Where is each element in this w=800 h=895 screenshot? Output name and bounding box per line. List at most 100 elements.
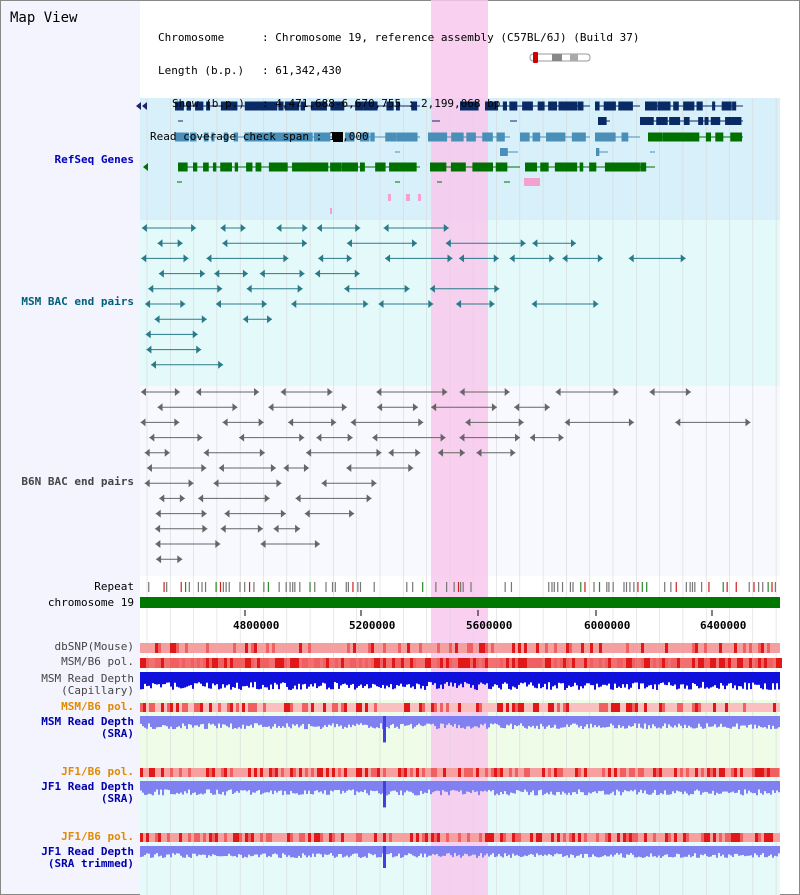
depth-bar [556, 672, 558, 689]
depth-bar [400, 781, 402, 791]
bac-end [456, 300, 462, 308]
heat-cell [674, 658, 677, 668]
heat-cell [263, 703, 266, 712]
heat-cell [617, 703, 620, 712]
heat-cell [185, 643, 188, 653]
depth-bar [388, 716, 390, 729]
depth-bar [778, 672, 780, 690]
repeat-element [548, 582, 550, 592]
depth-bar [604, 672, 606, 685]
depth-bar [752, 716, 754, 729]
bac-end [685, 388, 691, 396]
gene-exon [251, 101, 261, 111]
depth-bar [474, 716, 476, 727]
gene-exon [710, 117, 721, 125]
repeat-element [664, 582, 666, 592]
heat-cell [569, 833, 572, 842]
depth-bar [630, 716, 632, 727]
depth-bar [716, 846, 718, 858]
depth-bar [586, 781, 588, 796]
depth-bar [638, 781, 640, 793]
depth-bar [144, 781, 146, 795]
bac-end [593, 300, 599, 308]
gene-exon [557, 132, 566, 142]
depth-bar [148, 846, 150, 854]
bac-end [529, 433, 535, 442]
heat-cell [572, 658, 575, 668]
depth-bar [752, 781, 754, 794]
bac-end [491, 403, 497, 412]
depth-bar [418, 846, 420, 856]
depth-bar [580, 846, 582, 855]
depth-bar [684, 781, 686, 792]
depth-bar [372, 781, 374, 792]
depth-bar [278, 716, 280, 727]
heat-cell [608, 658, 611, 668]
depth-bar [550, 846, 552, 855]
heat-cell [206, 768, 209, 777]
depth-bar [618, 672, 620, 687]
heat-cell [230, 658, 233, 668]
depth-bar [420, 846, 422, 854]
heat-cell [320, 768, 323, 777]
bac-end [321, 479, 327, 488]
depth-bar [484, 672, 486, 685]
heat-cell [233, 643, 236, 653]
msm-bac-label[interactable]: MSM BAC end pairs [21, 295, 134, 308]
gene-exon [320, 132, 331, 142]
heat-cell [416, 833, 419, 842]
depth-bar [618, 781, 620, 792]
depth-bar [748, 846, 750, 856]
repeat-element [691, 582, 694, 592]
depth-bar [634, 781, 636, 790]
depth-bar [328, 672, 330, 688]
depth-bar [772, 781, 774, 791]
bac-end [259, 448, 265, 457]
depth-bar [218, 716, 220, 724]
depth-bar [522, 672, 524, 684]
depth-bar [392, 716, 394, 724]
depth-bar [548, 781, 550, 795]
depth-bar [478, 781, 480, 796]
depth-bar [564, 846, 566, 857]
depth-bar [234, 846, 236, 856]
depth-bar [410, 781, 412, 792]
heat-cell [428, 658, 431, 668]
repeat-element [299, 582, 301, 592]
msm-depth-capillary-sub: (Capillary) [61, 684, 134, 697]
heat-cell [404, 768, 407, 777]
heat-cell [629, 833, 632, 842]
depth-bar [400, 716, 402, 725]
refseq-genes-label[interactable]: RefSeq Genes [54, 153, 134, 166]
depth-bar [372, 672, 374, 684]
depth-bar [760, 781, 762, 794]
depth-bar [342, 672, 344, 685]
bac-end [222, 239, 228, 248]
depth-bar [324, 781, 326, 791]
bac-end [459, 433, 465, 442]
depth-bar [380, 846, 382, 858]
b6n-bac-label[interactable]: B6N BAC end pairs [21, 475, 134, 488]
depth-bar [624, 672, 626, 688]
depth-bar [358, 672, 360, 686]
depth-bar [208, 716, 210, 724]
heat-cell [755, 768, 758, 777]
depth-bar [382, 672, 384, 685]
depth-bar [520, 846, 522, 858]
heat-cell [458, 703, 461, 712]
heat-cell [341, 833, 344, 842]
heat-cell [239, 658, 242, 668]
depth-bar [420, 672, 422, 689]
gene-exon [621, 132, 629, 142]
bac-end [206, 254, 212, 263]
depth-bar [262, 672, 264, 685]
depth-bar [374, 672, 376, 685]
heat-cell [740, 768, 743, 777]
depth-bar [254, 672, 256, 682]
depth-bar [546, 672, 548, 690]
gene-exon [268, 162, 278, 172]
heat-cell [524, 768, 527, 777]
dbsnp-label: dbSNP(Mouse) [54, 640, 134, 653]
heat-cell [509, 768, 512, 777]
